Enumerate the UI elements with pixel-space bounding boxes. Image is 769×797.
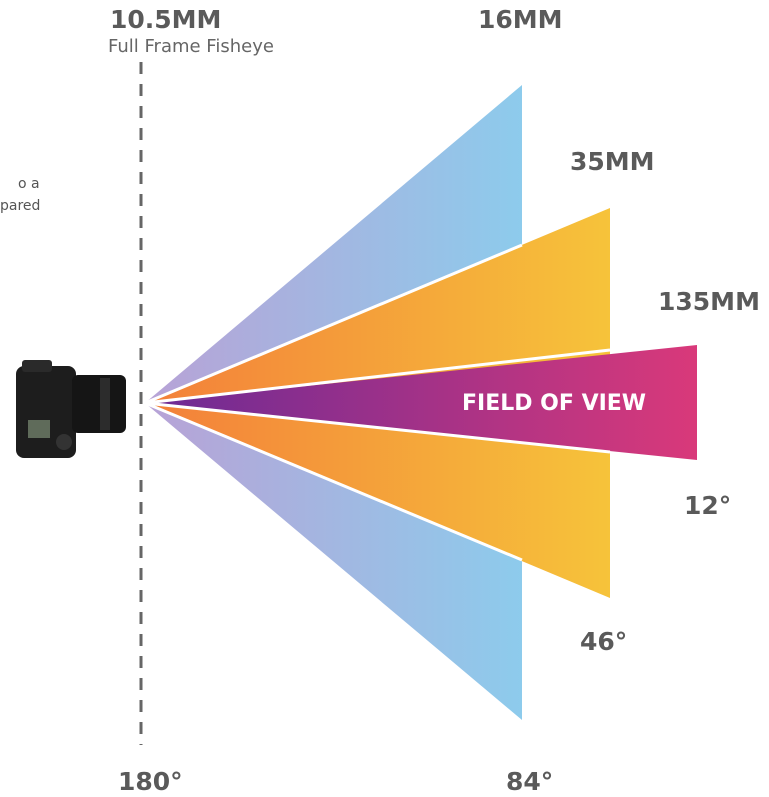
lens-description: Full Frame Fisheye [108,36,274,57]
lens-label: 35MM [570,147,655,176]
center-label: FIELD OF VIEW [462,391,646,416]
lens-label: 16MM [478,5,563,34]
fov-diagram: o a pared 10.5MM Full Frame Fisheye 16MM… [0,0,769,797]
angle-label: 12° [684,491,731,520]
lens-label: 135MM [658,287,760,316]
lens-label: 10.5MM [110,5,221,34]
angle-label: 180° [118,767,183,796]
side-note: pared [0,198,40,214]
camera-icon [16,360,126,458]
angle-label: 46° [580,627,627,656]
angle-label: 84° [506,767,553,796]
side-note: o a [18,176,40,192]
